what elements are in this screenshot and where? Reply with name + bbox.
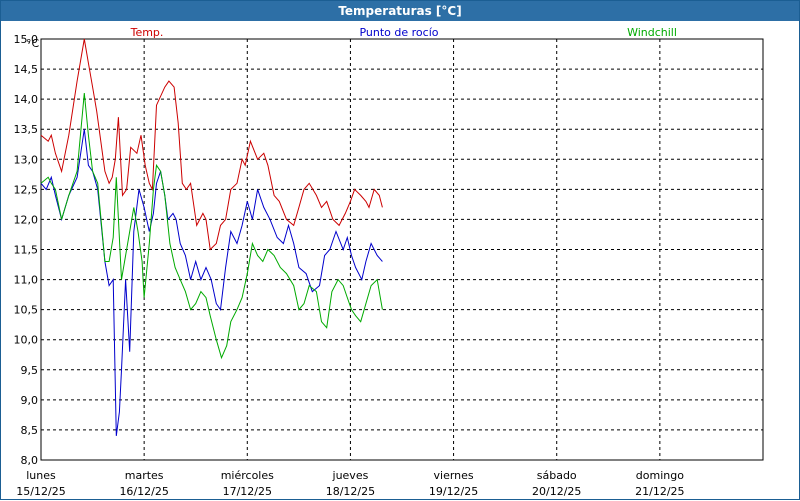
legend-temp: Temp. xyxy=(130,26,164,39)
legend-windchill: Windchill xyxy=(627,26,677,39)
y-tick-label: 10,0 xyxy=(14,334,39,347)
x-day-name: miércoles xyxy=(221,469,274,482)
window-title: Temperaturas [°C] xyxy=(1,1,799,21)
y-tick-label: 13,0 xyxy=(14,153,39,166)
y-tick-label: 8,0 xyxy=(21,454,39,467)
legend-punto-de-roc-o: Punto de rocío xyxy=(359,26,438,39)
y-tick-label: 9,0 xyxy=(21,394,39,407)
x-day-date: 19/12/25 xyxy=(429,485,478,498)
x-day-date: 21/12/25 xyxy=(635,485,684,498)
y-tick-label: 10,5 xyxy=(14,304,39,317)
series-line-punto-de-roc-o xyxy=(40,129,383,436)
x-day-date: 16/12/25 xyxy=(119,485,168,498)
y-tick-label: 11,0 xyxy=(14,274,39,287)
series-line-temp xyxy=(40,38,383,251)
x-day-name: lunes xyxy=(26,469,56,482)
x-day-date: 17/12/25 xyxy=(223,485,272,498)
x-day-date: 18/12/25 xyxy=(326,485,375,498)
x-day-name: sábado xyxy=(537,469,577,482)
x-day-date: 15/12/25 xyxy=(16,485,65,498)
y-axis-unit: °C xyxy=(26,37,40,50)
x-day-name: viernes xyxy=(434,469,474,482)
y-tick-label: 9,5 xyxy=(21,364,39,377)
x-day-name: jueves xyxy=(332,469,369,482)
x-day-date: 20/12/25 xyxy=(532,485,581,498)
x-day-name: martes xyxy=(125,469,164,482)
y-tick-label: 14,0 xyxy=(14,93,39,106)
y-tick-label: 11,5 xyxy=(14,244,39,257)
series-line-windchill xyxy=(40,93,383,360)
chart-area: 8,0 8,5 9,0 9,5 10,0 10,5 11,0 11,5 12,0 12,5 13,0… xyxy=(14,26,764,498)
x-day-name: domingo xyxy=(636,469,684,482)
y-tick-label: 14,5 xyxy=(14,63,39,76)
y-tick-label: 12,0 xyxy=(14,213,39,226)
y-tick-label: 8,5 xyxy=(21,424,39,437)
y-tick-label: 12,5 xyxy=(14,183,39,196)
y-tick-label: 13,5 xyxy=(14,123,39,136)
y-tick-label: 15,0 xyxy=(14,33,39,46)
